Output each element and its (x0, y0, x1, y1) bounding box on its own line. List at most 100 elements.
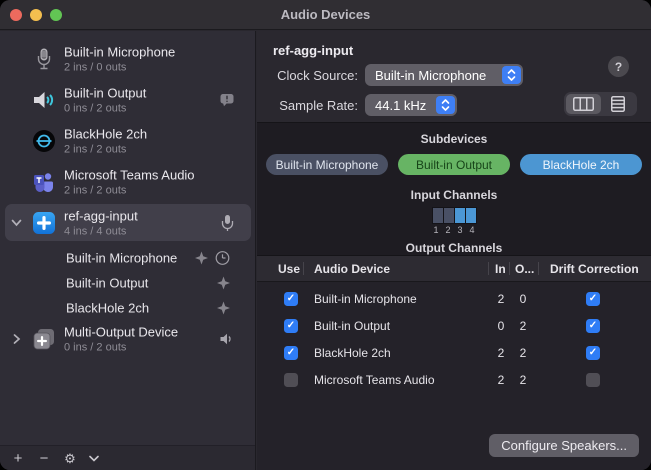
columns-view-button[interactable] (566, 94, 601, 114)
sidebar-item-microsoft-teams-audio[interactable]: Microsoft Teams Audio 2 ins / 2 outs (0, 161, 256, 202)
device-detail: 2 ins / 2 outs (64, 184, 127, 196)
table-row[interactable]: ✓ Built-in Microphone 2 0 ✓ (257, 285, 651, 312)
subdevice-pill-blackhole-2ch[interactable]: BlackHole 2ch (520, 154, 642, 175)
activity-icon (217, 301, 230, 314)
sidebar-item-blackhole-2ch[interactable]: BlackHole 2ch 2 ins / 2 outs (0, 120, 256, 161)
column-header-audio-device: Audio Device (314, 262, 391, 276)
chevron-down-icon[interactable] (11, 217, 22, 228)
speaker-icon (32, 88, 56, 112)
column-divider (509, 262, 510, 275)
sidebar-toolbar: + − ⚙ (0, 445, 255, 470)
subdevices-section: Subdevices Built-in Microphone Built-in … (257, 122, 651, 256)
device-name: Built-in Output (64, 85, 147, 100)
sidebar-item-built-in-output[interactable]: Built-in Output 0 ins / 2 outs (0, 79, 256, 120)
column-header-use: Use (278, 262, 301, 276)
device-name: Microsoft Teams Audio (64, 167, 195, 182)
rows-view-button[interactable] (600, 94, 635, 114)
device-name: Multi-Output Device (64, 324, 179, 339)
window-title: Audio Devices (280, 7, 371, 22)
aggregate-child-blackhole-2ch[interactable]: BlackHole 2ch (0, 295, 256, 320)
blackhole-icon (32, 129, 56, 153)
use-checkbox[interactable] (284, 372, 298, 387)
table-row[interactable]: ✓ BlackHole 2ch 2 2 ✓ (257, 339, 651, 366)
cell-out: 2 (519, 372, 527, 387)
sidebar-item-built-in-microphone[interactable]: Built-in Microphone 2 ins / 0 outs (0, 38, 256, 79)
minimize-button[interactable] (30, 9, 42, 21)
teams-icon (32, 170, 56, 194)
activity-icon (217, 276, 230, 289)
table-row[interactable]: Microsoft Teams Audio 2 2 (257, 366, 651, 393)
microphone-small-icon (221, 214, 234, 231)
subdevice-pills: Built-in Microphone Built-in Output Blac… (257, 154, 651, 175)
sidebar-item-ref-agg-input[interactable]: ref-agg-input 4 ins / 4 outs (0, 202, 256, 243)
column-divider (488, 262, 489, 275)
cell-device: Built-in Output (314, 318, 391, 333)
subdevices-heading: Subdevices (420, 132, 488, 146)
multi-output-icon (32, 327, 56, 351)
zoom-button[interactable] (50, 9, 62, 21)
clock-source-label: Clock Source: (277, 68, 358, 83)
sidebar-item-multi-output-device[interactable]: Multi-Output Device 0 ins / 2 outs (0, 318, 256, 359)
alert-bubble-icon (220, 93, 234, 106)
drift-correction-checkbox[interactable]: ✓ (586, 318, 600, 333)
cell-device: BlackHole 2ch (314, 345, 391, 360)
view-mode-segmented-control (564, 92, 637, 116)
subdevice-name: Built-in Output (66, 275, 149, 290)
use-checkbox[interactable]: ✓ (284, 291, 298, 306)
detail-pane: ref-agg-input ? Clock Source: Built-in M… (257, 31, 651, 470)
configure-speakers-button[interactable]: Configure Speakers... (489, 434, 639, 457)
device-name: ref-agg-input (64, 208, 138, 223)
column-divider (303, 262, 304, 275)
chevron-right-icon[interactable] (11, 333, 22, 344)
remove-device-button[interactable]: − (39, 450, 49, 467)
device-detail: 2 ins / 0 outs (64, 61, 127, 73)
subdevice-pill-built-in-microphone[interactable]: Built-in Microphone (266, 154, 388, 175)
table-row[interactable]: ✓ Built-in Output 0 2 ✓ (257, 312, 651, 339)
use-checkbox[interactable]: ✓ (284, 318, 298, 333)
page-title: ref-agg-input (273, 43, 354, 58)
device-detail: 4 ins / 4 outs (64, 225, 127, 237)
sample-rate-popup[interactable]: 44.1 kHz (365, 94, 457, 116)
columns-view-icon (573, 97, 594, 111)
drift-correction-checkbox[interactable]: ✓ (586, 345, 600, 360)
rows-view-icon (610, 96, 625, 112)
channel-numbers: 1 2 3 4 (433, 225, 475, 235)
sample-rate-label: Sample Rate: (279, 98, 358, 113)
sample-rate-value: 44.1 kHz (375, 97, 427, 113)
column-header-in: In (495, 262, 506, 276)
titlebar: Audio Devices (0, 0, 651, 30)
column-divider (538, 262, 539, 275)
aggregate-child-built-in-microphone[interactable]: Built-in Microphone (0, 245, 256, 270)
subdevice-pill-built-in-output[interactable]: Built-in Output (398, 154, 510, 175)
device-name: Built-in Microphone (64, 44, 176, 59)
use-checkbox[interactable]: ✓ (284, 345, 298, 360)
drift-correction-checkbox[interactable]: ✓ (586, 291, 600, 306)
cell-out: 2 (519, 345, 527, 360)
gear-icon[interactable]: ⚙ (64, 450, 76, 466)
chevron-down-icon[interactable] (84, 446, 104, 470)
add-device-button[interactable]: + (13, 450, 23, 467)
cell-device: Microsoft Teams Audio (314, 372, 435, 387)
cell-device: Built-in Microphone (314, 291, 417, 306)
device-name: BlackHole 2ch (64, 126, 148, 141)
subdevice-table: Use Audio Device In O... Drift Correctio… (257, 256, 651, 470)
cell-out: 0 (519, 291, 527, 306)
cell-in: 2 (497, 372, 505, 387)
speaker-small-icon (220, 333, 234, 345)
subdevice-name: BlackHole 2ch (66, 300, 150, 315)
clock-icon (215, 250, 230, 265)
sidebar: Built-in Microphone 2 ins / 0 outs Built… (0, 31, 256, 470)
cell-in: 0 (497, 318, 505, 333)
device-detail: 0 ins / 2 outs (64, 102, 127, 114)
aggregate-child-built-in-output[interactable]: Built-in Output (0, 270, 256, 295)
close-button[interactable] (10, 9, 22, 21)
drift-correction-checkbox[interactable] (586, 372, 600, 387)
cell-in: 2 (497, 345, 505, 360)
subdevice-name: Built-in Microphone (66, 250, 178, 265)
cell-out: 2 (519, 318, 527, 333)
microphone-icon (32, 47, 56, 71)
traffic-lights (10, 9, 62, 21)
help-button[interactable]: ? (608, 56, 629, 77)
clock-source-popup[interactable]: Built-in Microphone (365, 64, 523, 86)
